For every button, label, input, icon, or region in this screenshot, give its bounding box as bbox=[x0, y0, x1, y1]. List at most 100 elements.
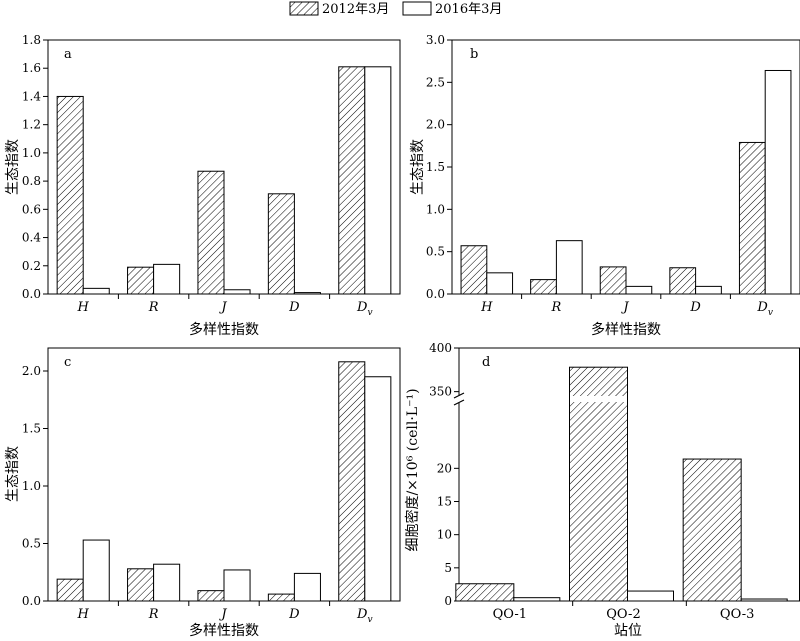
bar-QO-2-series-1 bbox=[569, 366, 628, 602]
legend-label-2016: 2016年3月 bbox=[435, 2, 502, 17]
legend: 2012年3月 2016年3月 bbox=[289, 1, 502, 17]
bar-J-series-1 bbox=[197, 590, 225, 602]
axis-break-mark bbox=[453, 392, 465, 399]
bar-J-series-1 bbox=[599, 266, 627, 295]
x-tick-label: Dv bbox=[356, 607, 373, 625]
x-axis-title: 多样性指数 bbox=[591, 321, 661, 338]
y-tick-label: 1.2 bbox=[22, 118, 41, 132]
x-tick-label: QO-1 bbox=[493, 607, 527, 622]
x-axis-title: 站位 bbox=[614, 623, 642, 639]
bar-R-series-2 bbox=[555, 240, 583, 295]
bar-J-series-2 bbox=[223, 569, 251, 602]
x-tick-label-subscript: v bbox=[367, 615, 372, 625]
y-tick-label: 15 bbox=[437, 495, 452, 509]
y-tick-label: 1.0 bbox=[22, 146, 41, 160]
x-tick-label: H bbox=[480, 300, 493, 315]
bar-Dv-series-2 bbox=[364, 66, 392, 295]
bar-H-series-1 bbox=[56, 578, 84, 602]
y-axis-title: 生态指数 bbox=[5, 446, 21, 502]
bar-H-series-2 bbox=[486, 272, 514, 295]
bar-break-gap bbox=[570, 396, 627, 402]
panel-b-letter: b bbox=[470, 47, 478, 62]
x-tick-label: Dv bbox=[356, 300, 373, 318]
y-tick-label: 1.0 bbox=[426, 202, 445, 216]
x-tick-label: R bbox=[551, 300, 562, 315]
x-tick-label: D bbox=[288, 300, 300, 315]
y-tick-label: 1.0 bbox=[22, 479, 41, 493]
x-tick-label: QO-3 bbox=[720, 607, 754, 622]
x-axis-title: 多样性指数 bbox=[189, 622, 259, 639]
legend-swatch-2016 bbox=[402, 1, 432, 16]
y-tick-label: 0.6 bbox=[22, 202, 41, 216]
y-tick-label: 0.0 bbox=[22, 287, 41, 301]
x-tick-label: J bbox=[218, 607, 227, 622]
y-tick-label: 1.8 bbox=[22, 33, 41, 47]
x-tick-label: H bbox=[77, 300, 90, 315]
y-axis-title: 细胞密度/×10⁶ (cell·L⁻¹) bbox=[404, 388, 421, 551]
bar-H-series-1 bbox=[56, 95, 84, 295]
bar-D-series-2 bbox=[293, 292, 321, 295]
y-tick-label: 2.0 bbox=[426, 118, 445, 132]
y-tick-label: 5 bbox=[444, 561, 452, 575]
x-tick-label: J bbox=[620, 300, 629, 315]
y-tick-label: 1.6 bbox=[22, 61, 41, 75]
y-tick-label: 1.5 bbox=[22, 422, 41, 436]
y-tick-label: 10 bbox=[437, 528, 452, 542]
y-tick-label: 0.8 bbox=[22, 174, 41, 188]
bar-J-series-2 bbox=[625, 285, 653, 295]
bar-H-series-2 bbox=[82, 287, 110, 295]
panel-d: 0 5 10 15 20 350 400 QO-1 QO-2 QO-3 细胞密度/×10⁶ (cel… bbox=[404, 341, 800, 639]
bar-Dv-series-2 bbox=[364, 376, 392, 602]
x-tick-label: J bbox=[218, 300, 227, 315]
bar-D-series-1 bbox=[267, 593, 295, 602]
panel-d-letter: d bbox=[482, 355, 490, 370]
y-axis-title: 生态指数 bbox=[5, 139, 21, 195]
bar-J-series-2 bbox=[223, 289, 251, 295]
y-tick-label: 0.4 bbox=[22, 231, 41, 245]
bar-R-series-1 bbox=[530, 279, 557, 295]
y-tick-label: 400 bbox=[429, 341, 452, 355]
x-tick-label: H bbox=[77, 607, 90, 622]
x-tick-label: Dv bbox=[756, 300, 773, 318]
x-tick-label: QO-2 bbox=[606, 607, 640, 622]
bar-R-series-2 bbox=[153, 263, 181, 295]
bar-H-series-1 bbox=[460, 245, 488, 295]
legend-swatch-2012 bbox=[289, 1, 319, 16]
bar-QO-3-series-2 bbox=[740, 598, 788, 602]
bar-D-series-2 bbox=[293, 572, 321, 602]
panel-a-letter: a bbox=[64, 47, 72, 62]
y-tick-label: 1.5 bbox=[426, 160, 445, 174]
bar-Dv-series-1 bbox=[338, 66, 366, 295]
bar-QO-1-series-2 bbox=[513, 597, 561, 602]
x-tick-label: D bbox=[689, 300, 701, 315]
y-tick-label: 1.4 bbox=[22, 89, 41, 103]
x-axis-title: 多样性指数 bbox=[189, 321, 259, 338]
bar-D-series-2 bbox=[695, 285, 722, 295]
x-tick-label-subscript: v bbox=[768, 308, 773, 318]
bar-Dv-series-2 bbox=[764, 69, 792, 295]
x-tick-label: R bbox=[148, 607, 159, 622]
bar-H-series-2 bbox=[82, 539, 110, 602]
y-axis-title: 生态指数 bbox=[410, 139, 426, 195]
bar-D-series-1 bbox=[669, 267, 697, 295]
legend-label-2012: 2012年3月 bbox=[322, 2, 389, 17]
bar-QO-1-series-1 bbox=[455, 583, 515, 602]
y-tick-label: 350 bbox=[429, 385, 452, 399]
x-tick-label: R bbox=[148, 300, 159, 315]
axis-break-mark bbox=[453, 399, 465, 406]
y-tick-label: 2.0 bbox=[22, 364, 41, 378]
bar-Dv-series-1 bbox=[738, 141, 766, 295]
panel-a: 0.0 0.2 0.4 0.6 0.8 1.0 1.2 1.4 1.6 1.8 H R J D Dv 生态指数… bbox=[5, 33, 401, 338]
y-tick-label: 0.0 bbox=[426, 287, 445, 301]
bar-QO-2-series-2 bbox=[627, 590, 674, 602]
y-tick-label: 20 bbox=[437, 461, 452, 475]
bar-R-series-1 bbox=[127, 568, 155, 602]
y-tick-label: 0 bbox=[444, 594, 452, 608]
y-tick-label: 0.5 bbox=[426, 245, 445, 259]
bar-R-series-1 bbox=[127, 266, 155, 295]
y-tick-label: 2.5 bbox=[426, 75, 445, 89]
panel-c-letter: c bbox=[64, 355, 71, 370]
bar-D-series-1 bbox=[267, 193, 295, 295]
